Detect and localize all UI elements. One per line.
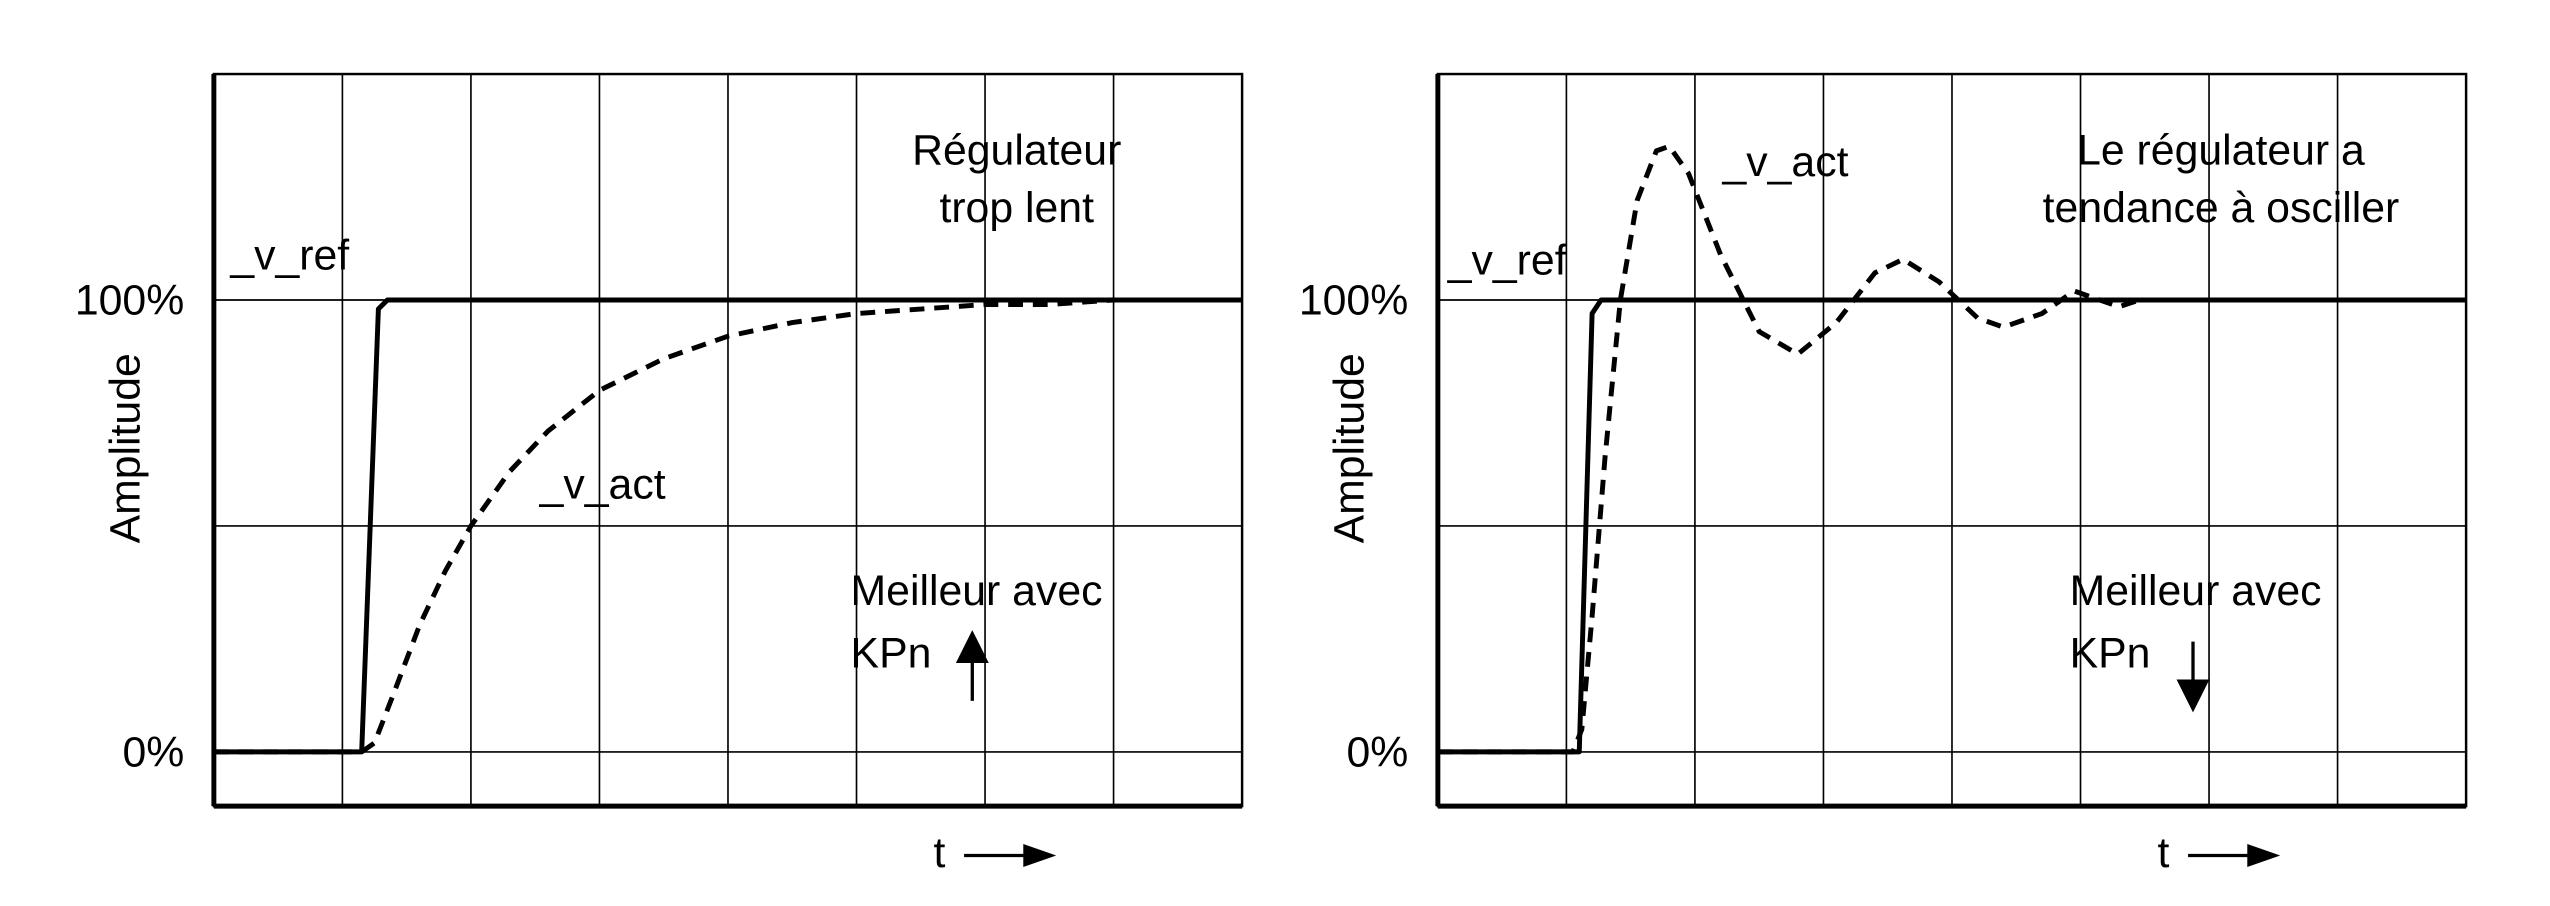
x-axis-arrowhead — [2247, 843, 2281, 868]
annotation: trop lent — [939, 184, 1094, 232]
series-label: _v_act — [539, 460, 666, 508]
hint: KPn — [2070, 630, 2151, 678]
data-line — [1437, 143, 2141, 755]
y-tick-label: 0% — [1346, 728, 1408, 776]
series-label: _v_ref — [1447, 237, 1567, 285]
y-tick-label: 100% — [75, 277, 184, 325]
data-line — [213, 297, 1178, 755]
y-tick-label: 0% — [122, 728, 184, 776]
x-axis-arrowhead — [1023, 843, 1057, 868]
hint: Meilleur avec — [851, 567, 1103, 615]
x-axis-label: t — [933, 829, 945, 877]
x-axis-label: t — [2157, 829, 2169, 877]
series-label: _v_ref — [229, 232, 349, 280]
series-label: _v_act — [1721, 138, 1848, 186]
y-tick-label: 100% — [1299, 277, 1408, 325]
annotation: Régulateur — [912, 126, 1121, 174]
hint: KPn — [851, 630, 932, 678]
y-axis-label: Amplitude — [1326, 353, 1374, 543]
hint-arrowhead — [955, 630, 989, 664]
y-axis-label: Amplitude — [102, 353, 150, 543]
annotation: Le régulateur a — [2077, 126, 2365, 174]
data-line — [1437, 297, 2467, 755]
hint: Meilleur avec — [2070, 567, 2322, 615]
data-line — [213, 297, 1243, 755]
hint-arrowhead — [2176, 679, 2210, 713]
annotation: tendance à osciller — [2043, 184, 2400, 232]
